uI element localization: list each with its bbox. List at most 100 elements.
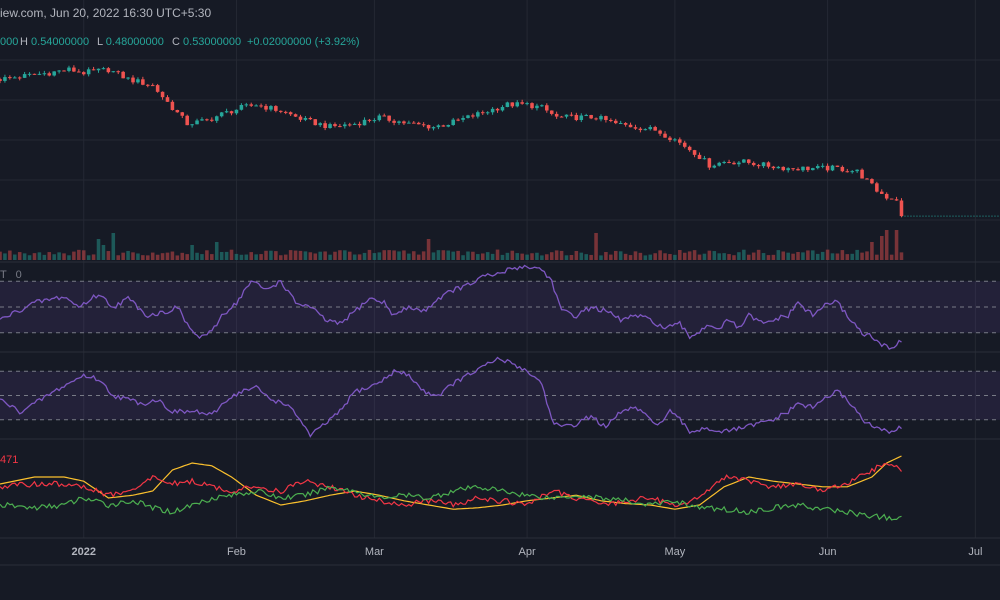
volume-bar [407, 253, 411, 260]
volume-bar [155, 254, 160, 260]
volume-bar [210, 254, 214, 260]
volume-bar [505, 252, 510, 260]
candle-body [259, 105, 263, 107]
candle-body [42, 73, 47, 75]
volume-bar [658, 250, 662, 260]
candle-body [840, 166, 845, 172]
volume-bar [466, 251, 470, 260]
candle-body [57, 70, 61, 72]
candle-body [402, 121, 406, 124]
candle-body [884, 193, 889, 199]
candle-body [372, 120, 377, 122]
volume-bar [52, 254, 56, 260]
candle-body [180, 112, 185, 116]
volume-bar [91, 254, 96, 260]
volume-bar [22, 253, 27, 260]
volume-bar [476, 254, 480, 260]
candle-body [264, 105, 268, 110]
volume-bar [106, 251, 111, 260]
volume-bar [633, 251, 638, 260]
volume-bar [72, 251, 76, 260]
candle-body [791, 168, 795, 170]
candle-body [274, 106, 278, 111]
candle-body [318, 123, 322, 126]
candle-body [806, 166, 810, 171]
candle-body [520, 102, 524, 104]
volume-bar [673, 254, 677, 260]
candle-body [756, 165, 761, 167]
volume-bar [850, 253, 854, 260]
candle-body [343, 124, 347, 127]
candle-body [150, 85, 155, 87]
volume-bar [416, 254, 421, 260]
oscillator-line [0, 356, 902, 438]
candle-body [663, 133, 667, 138]
candle-body [328, 124, 332, 129]
close-value: 0.53000000 [183, 36, 241, 48]
volume-bar [111, 233, 116, 260]
candle-body [421, 124, 426, 126]
candle-body [850, 171, 854, 173]
candle-body [313, 119, 318, 126]
candle-body [811, 168, 815, 171]
candle-body [22, 74, 27, 78]
volume-bar [333, 251, 337, 260]
candle-body [382, 115, 387, 117]
candle-body [801, 166, 805, 171]
volume-bar [485, 252, 490, 260]
volume-bar [249, 252, 254, 260]
candle-body [234, 109, 239, 114]
time-axis-label: Mar [365, 546, 384, 558]
volume-bar [613, 250, 618, 260]
candle-body [165, 97, 170, 102]
volume-bar [96, 239, 101, 260]
volume-bar [367, 249, 372, 260]
candle-body [771, 166, 776, 169]
volume-bar [141, 255, 145, 260]
candle-body [815, 166, 820, 169]
candle-body [67, 67, 71, 71]
candle-body [623, 123, 628, 125]
oscillator-1-label-suffix: 0 [16, 269, 22, 281]
volume-bar [889, 254, 894, 260]
volume-bar [830, 253, 835, 260]
candle-body [333, 124, 337, 127]
volume-bar [495, 249, 500, 260]
candle-body [412, 122, 416, 124]
volume-bar [589, 254, 593, 260]
candle-body [392, 120, 396, 123]
volume-bar [357, 254, 362, 260]
volume-bar [737, 252, 741, 260]
volume-bar [751, 252, 756, 260]
volume-bar [431, 252, 436, 260]
volume-bar [195, 252, 199, 260]
volume-bar [554, 250, 559, 260]
volume-bar [579, 252, 584, 260]
candle-body [732, 162, 736, 165]
candle-body [352, 123, 357, 125]
volume-bar [47, 252, 52, 260]
candle-body [633, 127, 638, 129]
candle-body [106, 68, 111, 73]
candle-body [91, 69, 96, 71]
volume-bar [875, 254, 879, 260]
candle-body [357, 123, 362, 126]
candle-body [658, 130, 662, 134]
candle-body [574, 114, 579, 121]
volume-bar [569, 254, 574, 260]
dmi-pane [0, 455, 902, 522]
candle-body [618, 123, 623, 125]
volume-bar [732, 255, 736, 260]
volume-bar [678, 250, 682, 260]
candle-body [875, 183, 879, 192]
volume-bar [638, 252, 643, 260]
volume-bar [717, 253, 721, 260]
candle-body [323, 123, 327, 129]
volume-bar [293, 250, 298, 260]
time-axis[interactable]: 2022 Feb Mar Apr May Jun Jul [72, 546, 983, 558]
candle-body [540, 105, 544, 107]
high-label: H [20, 36, 28, 48]
candle-body [668, 137, 672, 141]
high-value: 0.54000000 [31, 36, 89, 48]
